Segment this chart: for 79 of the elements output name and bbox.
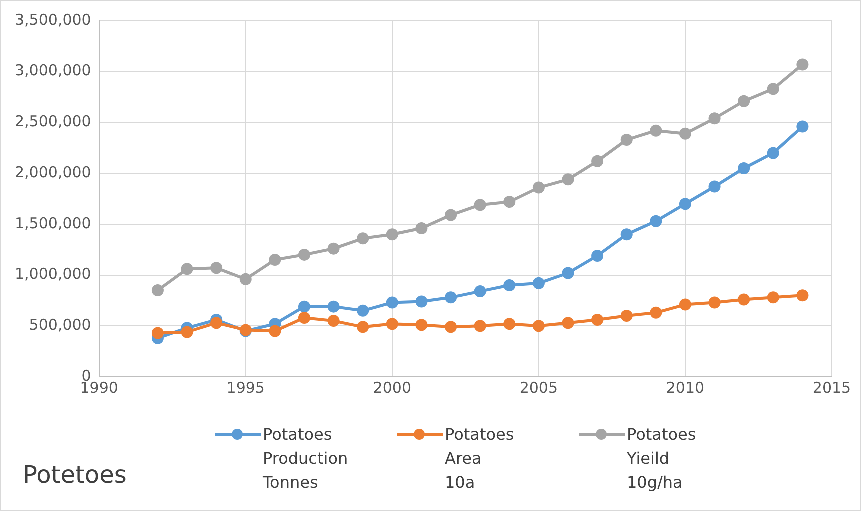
point — [679, 298, 692, 311]
point — [152, 327, 164, 340]
point — [620, 310, 633, 322]
y-tick-label: 2,000,000 — [14, 163, 92, 182]
point — [416, 222, 428, 234]
point — [210, 262, 223, 274]
point — [679, 128, 692, 140]
point — [738, 95, 750, 108]
x-tick-label: 2005 — [520, 378, 558, 397]
y-tick-label: 1,500,000 — [14, 214, 92, 232]
point — [328, 315, 340, 328]
point — [504, 318, 516, 330]
point — [738, 294, 750, 306]
point — [532, 320, 545, 332]
point — [679, 198, 692, 210]
point — [181, 263, 194, 276]
x-tick-label: 2015 — [812, 378, 852, 397]
point — [532, 182, 545, 194]
point — [562, 174, 574, 186]
legend-label: Potatoes Area 10a — [445, 424, 516, 494]
point — [620, 228, 633, 241]
point — [445, 321, 458, 334]
point — [386, 318, 398, 330]
point — [708, 296, 721, 309]
point — [767, 292, 780, 304]
point — [181, 326, 194, 338]
point — [357, 321, 370, 334]
point — [386, 228, 398, 241]
point — [796, 120, 809, 133]
y-tick-label: 3,500,000 — [14, 10, 92, 29]
point — [650, 124, 662, 137]
point — [562, 267, 574, 280]
point — [592, 155, 604, 168]
point — [504, 196, 516, 208]
point — [445, 209, 458, 222]
point — [357, 304, 370, 317]
y-tick-label: 2,500,000 — [14, 112, 92, 131]
point — [708, 112, 721, 125]
y-tick-label: 500,000 — [29, 316, 92, 334]
point — [474, 320, 486, 332]
point — [269, 254, 282, 266]
point — [298, 248, 310, 261]
point — [269, 325, 282, 338]
point — [796, 290, 809, 302]
point — [152, 284, 164, 297]
point — [738, 162, 750, 174]
point — [474, 286, 486, 298]
y-tick-label: 3,000,000 — [14, 62, 92, 80]
point — [620, 134, 633, 146]
point — [240, 273, 252, 286]
point — [767, 147, 780, 160]
text: Potetoes — [23, 461, 127, 489]
point — [562, 317, 574, 330]
point — [298, 300, 310, 313]
point — [328, 300, 340, 313]
point — [504, 279, 516, 292]
point — [474, 199, 486, 212]
point — [796, 58, 809, 71]
legend-label: Potatoes Yieild 10g/ha — [627, 424, 698, 494]
point — [328, 242, 340, 255]
x-tick-label: 2000 — [373, 378, 412, 397]
point — [298, 312, 310, 324]
point — [650, 215, 662, 228]
point — [210, 317, 223, 330]
point — [357, 232, 370, 245]
y-tick-label: 1,000,000 — [14, 265, 92, 284]
point — [532, 277, 545, 290]
point — [592, 250, 604, 262]
point — [650, 306, 662, 319]
point — [416, 319, 428, 332]
legend-label: Potatoes Production Tonnes — [263, 424, 350, 494]
point — [416, 296, 428, 308]
point — [708, 180, 721, 193]
point — [592, 314, 604, 326]
point — [767, 83, 780, 96]
x-tick-label: 1995 — [226, 378, 265, 397]
point — [445, 292, 458, 304]
x-tick-label: 2010 — [666, 378, 705, 397]
point — [386, 296, 398, 309]
